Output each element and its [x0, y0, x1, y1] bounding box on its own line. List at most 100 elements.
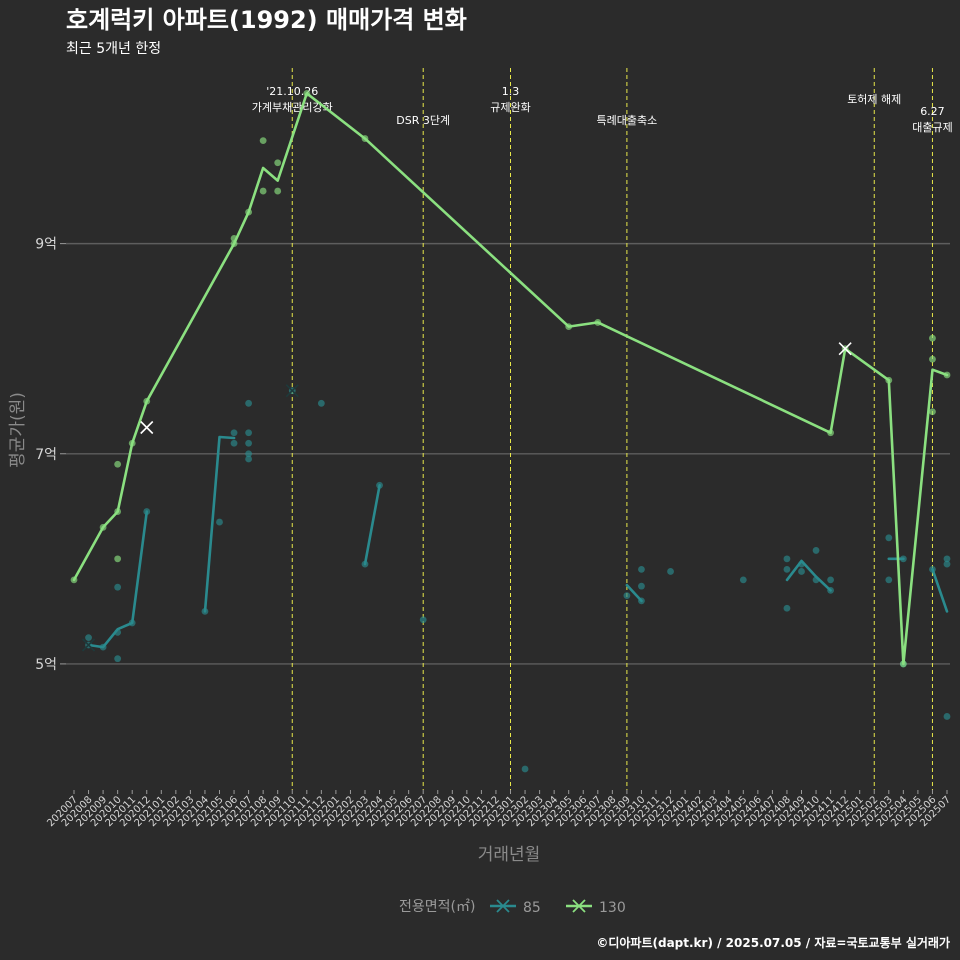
data-point	[739, 576, 747, 584]
data-point	[245, 439, 253, 447]
data-point	[521, 765, 529, 773]
data-point	[114, 508, 122, 515]
data-point	[230, 439, 238, 447]
data-point	[812, 547, 820, 554]
policy-annotation-label: 특례대출축소	[597, 114, 658, 127]
x-marker	[81, 638, 96, 652]
data-point	[361, 560, 369, 568]
data-point	[899, 555, 907, 563]
policy-annotation-label: DSR 3단계	[396, 114, 450, 127]
policy-annotation-label: 규제완화	[490, 101, 530, 114]
legend-key-x-85	[496, 899, 510, 913]
data-point	[114, 628, 122, 636]
series-line	[363, 484, 381, 566]
chart-title: 호계럭키 아파트(1992) 매매가격 변화	[66, 6, 467, 34]
data-point	[638, 582, 645, 590]
y-tick-label: 9억	[35, 237, 57, 253]
data-point	[943, 371, 951, 379]
y-gridlines	[66, 242, 950, 665]
data-point	[128, 439, 136, 447]
series-line	[203, 435, 236, 613]
data-point	[114, 555, 122, 563]
data-point	[85, 634, 92, 642]
data-point	[201, 607, 209, 615]
data-point	[274, 159, 282, 167]
series-85	[81, 384, 951, 773]
data-point	[216, 518, 223, 526]
x-marker	[285, 384, 299, 398]
policy-annotation-label: 토허제 해제	[847, 92, 901, 106]
data-point	[361, 135, 369, 142]
data-point	[943, 555, 951, 563]
y-axis-title: 평균가(원)	[8, 392, 28, 468]
policy-annotation-label: 가계부채관리강화	[252, 101, 333, 114]
series-130	[70, 89, 951, 668]
data-point	[623, 592, 631, 600]
data-point	[70, 576, 78, 584]
policy-annotation-label: 6.27	[920, 105, 945, 118]
data-point	[638, 565, 645, 573]
data-point	[114, 460, 122, 468]
data-point	[783, 565, 791, 573]
data-point	[259, 187, 267, 195]
data-point	[245, 455, 253, 463]
legend-label-130: 130	[599, 900, 626, 916]
data-point	[783, 555, 791, 563]
chart-subtitle: 최근 5개년 한정	[66, 41, 161, 57]
legend: 전용면적(㎡) 85 130	[399, 899, 626, 916]
x-marker	[140, 420, 154, 435]
data-point	[99, 643, 107, 651]
data-point	[245, 450, 253, 458]
series-layer	[70, 89, 951, 773]
data-point	[143, 397, 151, 405]
data-point	[812, 576, 820, 584]
data-point	[885, 534, 893, 542]
legend-items: 85 130	[490, 899, 626, 916]
data-point	[245, 429, 253, 437]
data-point	[929, 334, 936, 342]
y-tick-label: 5억	[35, 657, 57, 673]
data-point	[943, 713, 951, 720]
data-point	[303, 89, 311, 97]
data-point	[929, 355, 936, 363]
x-axis-title: 거래년월	[478, 845, 541, 865]
series-line	[785, 559, 832, 592]
data-point	[419, 616, 427, 624]
data-point	[114, 655, 122, 663]
data-point	[317, 399, 325, 407]
data-point	[827, 576, 834, 584]
data-point	[798, 568, 805, 575]
policy-lines	[291, 68, 933, 790]
data-point	[798, 560, 805, 568]
data-point	[245, 208, 253, 216]
data-point	[943, 560, 951, 568]
data-point	[885, 576, 893, 584]
series-line	[625, 583, 643, 603]
data-point	[929, 408, 936, 416]
x-marker	[838, 342, 852, 356]
data-point	[827, 586, 834, 594]
data-point	[99, 523, 107, 531]
legend-key-x-130	[572, 899, 586, 913]
data-point	[376, 481, 383, 489]
data-point	[274, 187, 282, 195]
data-point	[929, 565, 936, 573]
source-caption: ©디아파트(dapt.kr) / 2025.07.05 / 자료=국토교통부 실…	[596, 935, 950, 950]
data-point	[827, 429, 834, 437]
data-point	[885, 376, 893, 384]
policy-annotation-label: 1.3	[502, 85, 520, 98]
data-point	[667, 568, 674, 575]
data-point	[594, 319, 602, 326]
legend-label-85: 85	[523, 900, 541, 916]
data-point	[143, 508, 151, 515]
data-point	[128, 619, 136, 627]
legend-title: 전용면적(㎡)	[399, 899, 475, 915]
data-point	[114, 583, 122, 591]
data-point	[245, 399, 253, 407]
data-point	[230, 234, 238, 242]
data-point	[899, 660, 907, 668]
y-axis-ticks: 5억 7억 9억	[35, 237, 66, 673]
